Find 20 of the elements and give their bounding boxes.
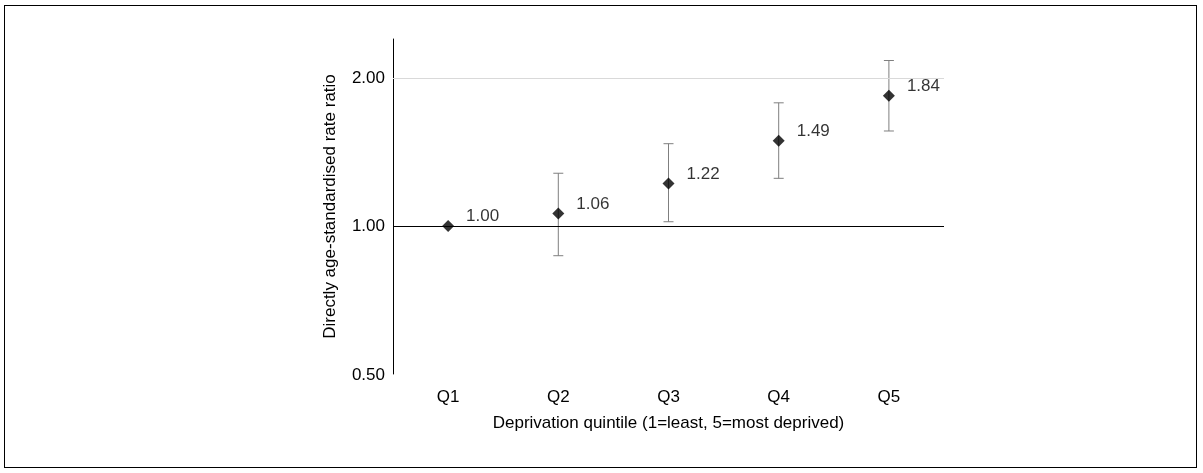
x-tick-label: Q4 — [767, 387, 791, 406]
data-label: 1.06 — [576, 194, 610, 214]
point — [552, 207, 565, 220]
x-tick-label: Q1 — [436, 387, 460, 406]
y-tick-label: 2.00 — [351, 68, 385, 88]
point — [442, 219, 455, 232]
data-label: 1.22 — [686, 164, 720, 183]
x-axis-title: Deprivation quintile (1=least, 5=most deprived) — [492, 413, 845, 432]
x-tick-label: Q3 — [657, 387, 680, 406]
x-tick-label: Q5 — [877, 387, 901, 406]
x-tick-label: Q2 — [546, 387, 570, 406]
point — [662, 177, 675, 190]
y-tick-label: 1.00 — [351, 216, 385, 236]
data-label: 1.49 — [796, 121, 830, 141]
point — [882, 89, 895, 102]
y-tick-label: 0.50 — [351, 364, 385, 384]
data-label: 1.84 — [906, 76, 940, 96]
y-axis-title: Directly age-standardised rate ratio — [320, 74, 339, 339]
data-label: 1.00 — [466, 206, 500, 226]
point — [772, 134, 785, 147]
